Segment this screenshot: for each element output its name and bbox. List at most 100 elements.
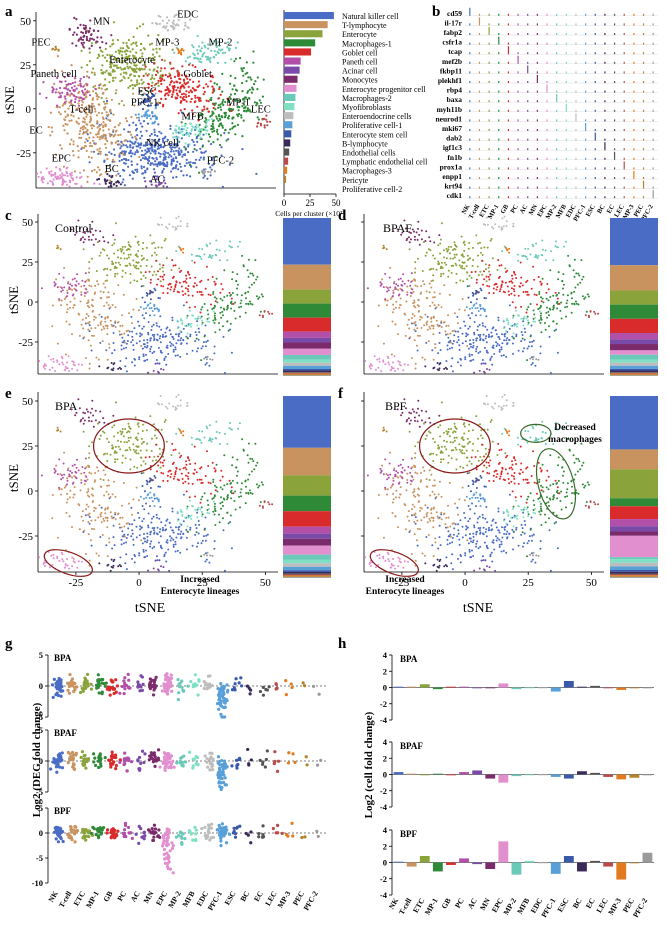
tsne-point — [526, 315, 529, 318]
tsne-point — [97, 29, 100, 33]
tsne-point — [140, 134, 143, 137]
tsne-point — [188, 324, 191, 326]
tsne-point — [175, 130, 178, 133]
tsne-point — [169, 526, 172, 529]
tsne-point — [94, 519, 97, 522]
tsne-point — [162, 152, 165, 155]
tsne-point — [526, 258, 529, 260]
tsne-point — [99, 515, 102, 518]
tsne-point — [156, 526, 159, 529]
tsne-point — [466, 259, 469, 261]
tsne-point — [117, 134, 120, 137]
violin-mark — [604, 81, 606, 83]
tsne-point — [238, 240, 241, 243]
violin-mark — [642, 13, 645, 16]
tsne-point — [155, 142, 158, 145]
y-tick-label: 25 — [20, 60, 32, 72]
tsne-point — [475, 298, 478, 301]
tsne-point — [110, 323, 113, 326]
tsne-point — [148, 68, 151, 71]
violin-mark — [585, 42, 587, 45]
tsne-point — [544, 328, 547, 331]
tsne-point — [133, 561, 136, 564]
tsne-point — [99, 321, 102, 324]
tsne-point — [193, 144, 196, 147]
tsne-point — [131, 532, 134, 535]
tsne-point — [151, 310, 154, 312]
violin-mark — [575, 100, 577, 103]
tsne-point — [262, 78, 265, 81]
bar-category-label: B-lymphocyte — [342, 139, 388, 148]
tsne-point — [179, 220, 182, 223]
tsne-point — [240, 299, 243, 302]
tsne-point — [102, 118, 105, 121]
tsne-point — [212, 496, 215, 499]
bar-category-label: Endothelial cells — [342, 149, 396, 158]
tsne-point — [562, 287, 564, 290]
tsne-point — [89, 115, 92, 118]
tsne-point — [122, 542, 125, 545]
tsne-point — [155, 322, 158, 325]
tsne-point — [142, 274, 145, 277]
tsne-point — [557, 278, 560, 281]
tsne-point — [96, 422, 99, 425]
tsne-point — [75, 18, 78, 21]
bar — [284, 66, 300, 74]
tsne-point — [180, 269, 183, 272]
violin-mark — [623, 33, 625, 35]
tsne-point — [66, 498, 69, 501]
tsne-point — [229, 521, 232, 524]
tsne-point — [156, 134, 159, 138]
violin-mark — [652, 129, 654, 131]
tsne-point — [153, 122, 156, 125]
violin-mark — [556, 129, 558, 131]
tsne-point — [86, 113, 89, 116]
tsne-point — [125, 431, 128, 434]
tsne-point — [153, 532, 156, 535]
tsne-point — [181, 130, 184, 133]
tsne-point — [168, 153, 171, 156]
tsne-point — [110, 152, 113, 155]
bar-category-label: Myofibroblasts — [342, 103, 391, 112]
tsne-point — [176, 160, 179, 163]
tsne-point — [414, 284, 417, 287]
violin-mark — [565, 33, 567, 35]
tsne-point — [79, 171, 82, 174]
tsne-point — [223, 484, 226, 487]
tsne-point — [145, 429, 148, 432]
tsne-point — [154, 163, 157, 166]
violin-mark — [469, 42, 471, 45]
violin-mark — [642, 180, 645, 189]
tsne-point — [179, 355, 182, 358]
tsne-point — [128, 124, 131, 127]
tsne-point — [207, 162, 210, 165]
tsne-point — [231, 117, 234, 120]
tsne-point — [94, 285, 97, 287]
tsne-point — [120, 368, 122, 370]
tsne-point — [107, 296, 110, 299]
tsne-point — [556, 351, 559, 354]
tsne-point — [229, 294, 232, 297]
tsne-point — [221, 501, 224, 504]
tsne-point — [160, 145, 163, 148]
tsne-point — [66, 289, 69, 292]
tsne-point — [110, 185, 113, 188]
tsne-point — [106, 157, 109, 161]
tsne-point — [103, 327, 106, 330]
bar-category-label: Proliferative cell-2 — [342, 185, 402, 194]
violin-mark — [642, 42, 645, 45]
tsne-point — [105, 87, 108, 91]
tsne-point — [77, 149, 80, 152]
tsne-point — [514, 273, 517, 276]
violin-mark — [585, 123, 587, 131]
tsne-point — [207, 100, 210, 103]
tsne-point — [143, 343, 146, 346]
tsne-point — [135, 298, 138, 300]
tsne-point — [565, 315, 567, 318]
tsne-point — [177, 126, 181, 129]
tsne-point — [97, 177, 101, 181]
tsne-point — [104, 123, 107, 126]
tsne-point — [98, 138, 101, 141]
tsne-point — [91, 67, 95, 70]
tsne-point — [179, 533, 182, 536]
